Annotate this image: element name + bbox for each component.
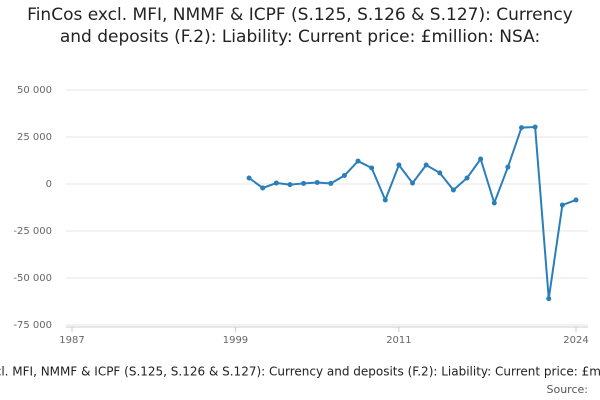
point [546, 296, 552, 302]
point [369, 165, 375, 171]
point [423, 162, 429, 168]
point [341, 173, 347, 179]
y-tick-label: 25 000 [17, 132, 52, 143]
point [410, 180, 416, 186]
point [328, 180, 334, 186]
point [355, 158, 361, 164]
point [314, 179, 320, 185]
line [248, 125, 577, 299]
point [382, 197, 388, 203]
point [559, 202, 565, 208]
y-tick-label: 50 000 [17, 85, 52, 96]
point [437, 170, 443, 176]
x-tick-label: 1999 [223, 335, 248, 346]
point [573, 197, 579, 203]
point [505, 164, 511, 170]
point [464, 175, 470, 181]
y-tick-label: -50 000 [13, 273, 52, 284]
point [519, 125, 525, 131]
source: Source: [547, 383, 589, 396]
x-tick-label: 2024 [563, 335, 588, 346]
y-tick-label: -75 000 [13, 320, 52, 331]
point [532, 124, 538, 130]
point [260, 185, 266, 191]
x-tick-label: 1987 [59, 335, 84, 346]
point [396, 162, 402, 168]
chart-title: FinCos excl. MFI, NMMF & ICPF (S.125, S.… [27, 5, 573, 47]
point [478, 156, 484, 162]
y-tick-label: 0 [46, 179, 52, 190]
point [287, 182, 293, 188]
x-tick-label: 2011 [386, 335, 411, 346]
y-tick-label: -25 000 [13, 226, 52, 237]
point [246, 175, 252, 181]
point [273, 180, 279, 186]
point [491, 200, 497, 206]
point [450, 187, 456, 193]
caption: FinCos excl. MFI, NMMF & ICPF (S.125, S.… [0, 365, 600, 379]
point [301, 180, 307, 186]
